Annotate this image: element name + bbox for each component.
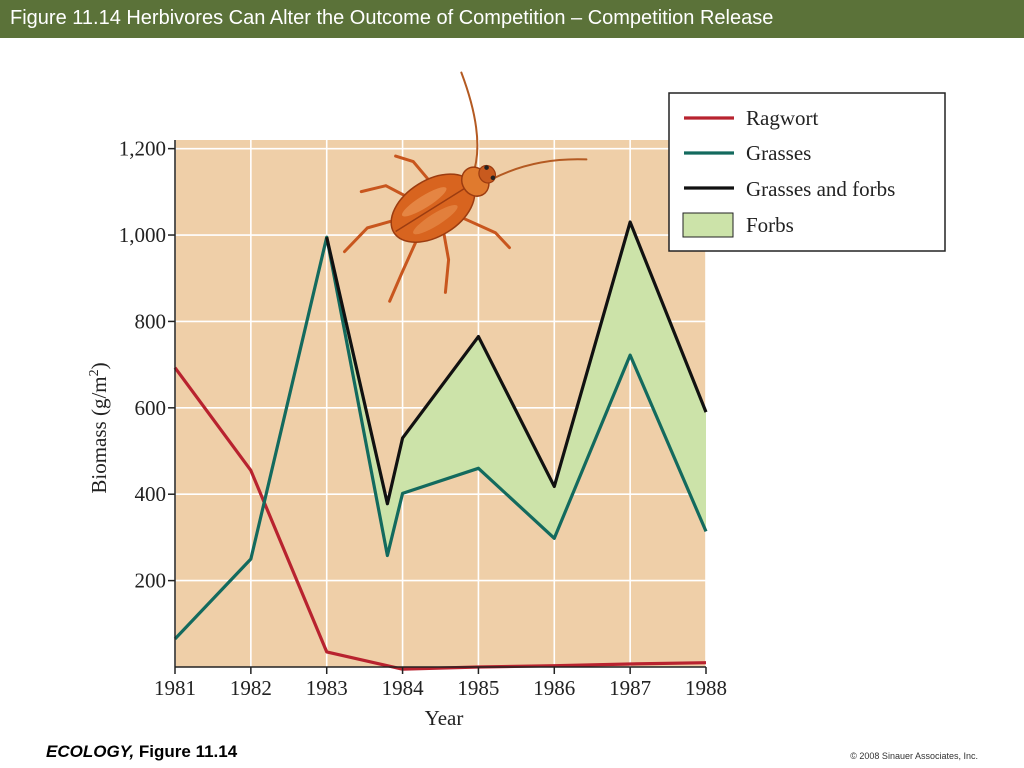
legend-forbs-label: Forbs — [746, 213, 794, 237]
y-tick-label: 400 — [135, 482, 167, 506]
y-tick-label: 600 — [135, 396, 167, 420]
x-tick-label: 1984 — [382, 676, 425, 700]
x-tick-label: 1985 — [457, 676, 499, 700]
footer-source: ECOLOGY, Figure 11.14 — [46, 742, 237, 762]
x-tick-labels: 1981 1982 1983 1984 1985 1986 1987 1988 — [154, 676, 727, 700]
y-axis-label: Biomass (g/m2) — [87, 362, 111, 493]
axes — [168, 140, 707, 674]
legend-forbs-swatch — [682, 212, 734, 238]
x-tick-label: 1982 — [230, 676, 272, 700]
slide-title: Figure 11.14 Herbivores Can Alter the Ou… — [10, 7, 774, 29]
x-tick-label: 1987 — [609, 676, 651, 700]
x-tick-label: 1988 — [685, 676, 727, 700]
y-tick-label: 800 — [135, 309, 167, 333]
copyright: © 2008 Sinauer Associates, Inc. — [850, 751, 978, 761]
x-tick-label: 1981 — [154, 676, 196, 700]
y-tick-label: 200 — [135, 569, 167, 593]
legend-grasses-and-forbs-label: Grasses and forbs — [746, 177, 895, 201]
x-axis-label: Year — [425, 706, 464, 730]
x-tick-label: 1983 — [306, 676, 348, 700]
forbs-area — [326, 222, 706, 556]
y-tick-label: 1,000 — [119, 223, 166, 247]
legend-ragwort-label: Ragwort — [746, 106, 818, 130]
footer-source-italic: ECOLOGY, — [46, 742, 135, 761]
y-tick-labels: 200 400 600 800 1,000 1,200 — [119, 137, 166, 593]
grasses-line — [173, 235, 708, 641]
footer-source-rest: Figure 11.14 — [134, 742, 238, 761]
y-tick-label: 1,200 — [119, 137, 166, 161]
legend: Ragwort Grasses Grasses and forbs Forbs — [668, 92, 946, 252]
beetle-icon — [343, 71, 588, 303]
x-tick-label: 1986 — [533, 676, 575, 700]
grasses-and-forbs-line — [325, 220, 708, 506]
legend-grasses-label: Grasses — [746, 141, 811, 165]
title-bar: Figure 11.14 Herbivores Can Alter the Ou… — [0, 0, 1024, 38]
